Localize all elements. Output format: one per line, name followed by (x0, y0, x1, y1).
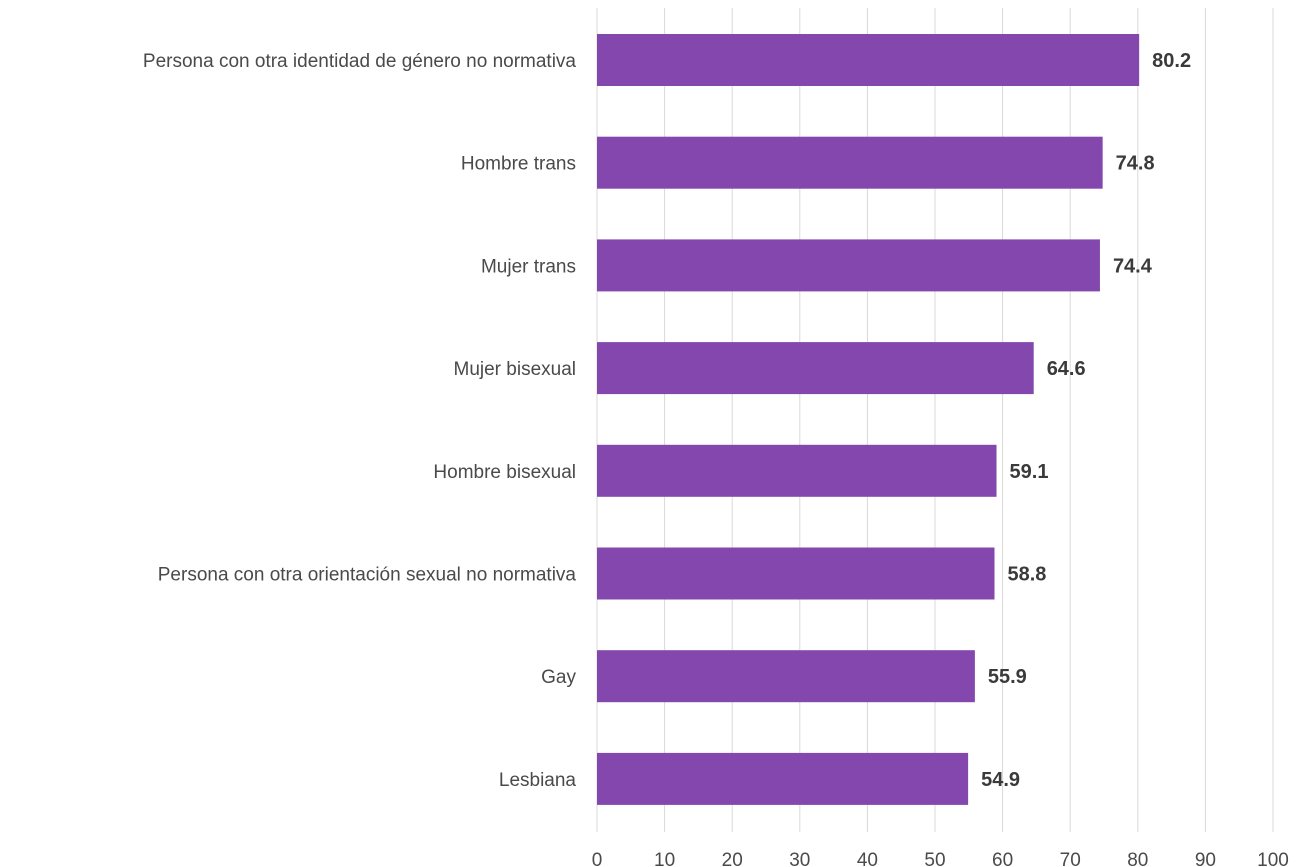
data-label: 59.1 (1010, 461, 1049, 483)
category-label: Mujer bisexual (454, 359, 577, 380)
category-label: Hombre bisexual (433, 462, 576, 483)
x-tick-label: 90 (1195, 850, 1216, 867)
category-label: Gay (541, 667, 576, 688)
data-label: 55.9 (988, 666, 1027, 688)
x-tick-label: 80 (1127, 850, 1148, 867)
bar (597, 444, 997, 497)
category-label: Hombre trans (461, 154, 576, 175)
bar (597, 342, 1034, 395)
x-tick-label: 30 (789, 850, 810, 867)
grid-lines (596, 8, 1274, 832)
data-label: 74.8 (1116, 153, 1155, 175)
category-label: Lesbiana (499, 770, 577, 791)
bar (597, 136, 1103, 189)
x-tick-label: 10 (654, 850, 675, 867)
x-axis-ticks: 0 10 20 30 40 50 60 70 80 90 100 (592, 850, 1289, 867)
x-tick-label: 60 (992, 850, 1013, 867)
data-label: 58.8 (1007, 564, 1046, 586)
category-label: Persona con otra orientación sexual no n… (158, 565, 577, 586)
bar (597, 547, 995, 600)
data-label: 74.4 (1113, 255, 1153, 277)
x-tick-label: 20 (722, 850, 743, 867)
category-label: Mujer trans (481, 256, 576, 277)
x-tick-label: 100 (1257, 850, 1289, 867)
bar (597, 34, 1140, 86)
data-label: 80.2 (1152, 50, 1191, 72)
data-label: 64.6 (1047, 358, 1086, 380)
bars (597, 34, 1140, 805)
data-label: 54.9 (981, 769, 1020, 791)
category-labels: Persona con otra identidad de género no … (143, 51, 577, 791)
x-tick-label: 50 (924, 850, 945, 867)
bar (597, 239, 1100, 292)
bar (597, 650, 975, 703)
bar (597, 752, 969, 805)
category-label: Persona con otra identidad de género no … (143, 51, 576, 72)
x-tick-label: 0 (592, 850, 603, 867)
x-tick-label: 70 (1060, 850, 1081, 867)
value-labels: 80.2 74.8 74.4 64.6 59.1 58.8 55.9 54.9 (981, 50, 1191, 791)
x-tick-label: 40 (857, 850, 878, 867)
